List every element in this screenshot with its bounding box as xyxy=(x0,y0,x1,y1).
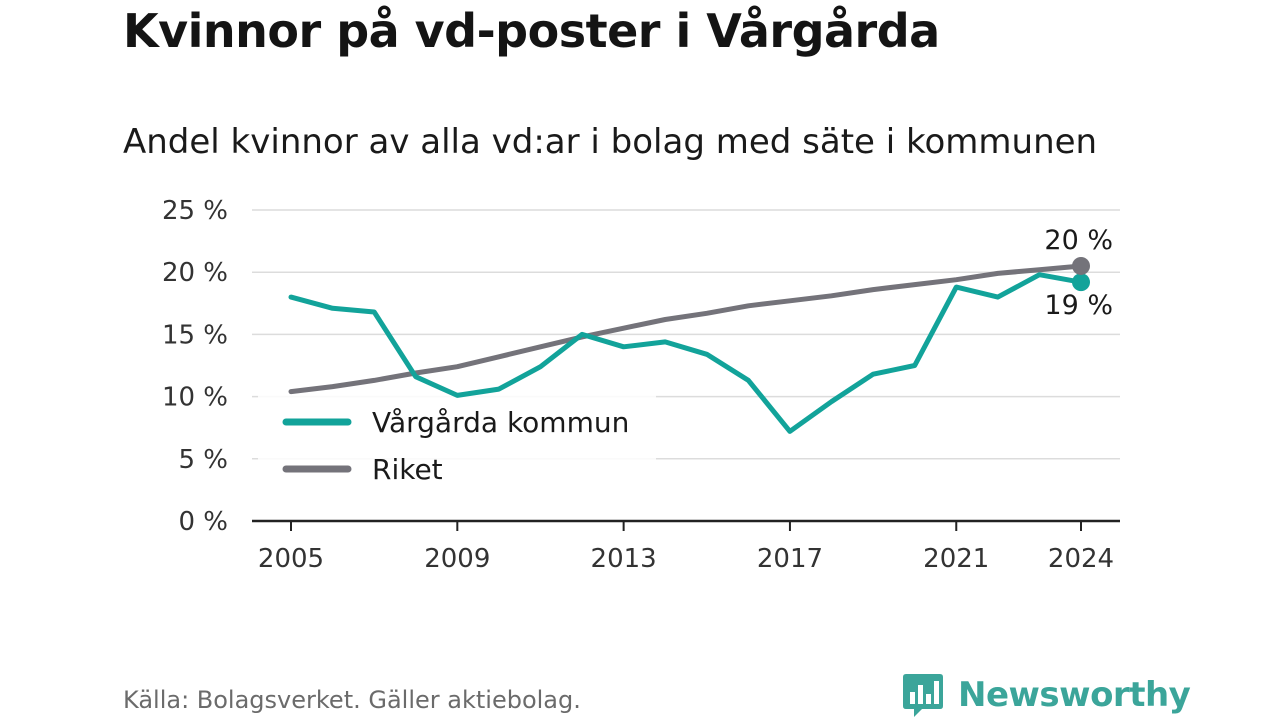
legend-label: Riket xyxy=(372,453,443,486)
chart-title: Kvinnor på vd-poster i Vårgårda xyxy=(123,4,940,58)
legend-box xyxy=(258,394,656,496)
y-tick-label: 10 % xyxy=(162,383,228,413)
x-tick-label: 2005 xyxy=(258,544,324,574)
series-lines xyxy=(288,263,1084,434)
series-endpoint xyxy=(1072,256,1090,275)
y-tick-label: 25 % xyxy=(162,196,228,226)
x-tick-label: 2021 xyxy=(923,544,989,574)
y-axis-ticks: 0 % 5 % 10 % 15 % 20 % 25 % xyxy=(162,196,228,537)
legend-label: Vårgårda kommun xyxy=(372,406,629,439)
bar-chart-speech-bubble-icon xyxy=(903,674,943,717)
x-tick-label: 2009 xyxy=(424,544,490,574)
y-tick-label: 0 % xyxy=(178,507,228,537)
y-tick-label: 5 % xyxy=(178,445,228,475)
end-value-label: 19 % xyxy=(1044,290,1113,321)
source-note: Källa: Bolagsverket. Gäller aktiebolag. xyxy=(123,686,581,714)
x-tick-label: 2017 xyxy=(757,544,823,574)
brand-name: Newsworthy xyxy=(958,675,1191,715)
legend: Vårgårda kommun Riket xyxy=(282,406,629,486)
y-tick-label: 15 % xyxy=(162,320,228,350)
x-tick-label: 2013 xyxy=(591,544,657,574)
chart-subtitle: Andel kvinnor av alla vd:ar i bolag med … xyxy=(123,122,1098,162)
end-value-label: 20 % xyxy=(1044,225,1113,256)
y-tick-label: 20 % xyxy=(162,258,228,288)
series-line-riket xyxy=(288,263,1084,395)
legend-background xyxy=(258,394,656,496)
series-endpoint xyxy=(1072,273,1090,292)
x-axis: 2005 2009 2013 2017 2021 2024 xyxy=(252,519,1120,574)
series-line-vargarda xyxy=(288,272,1084,434)
brand-logo: Newsworthy xyxy=(902,670,1191,720)
series-endpoints: 19 % 20 % xyxy=(1044,225,1113,321)
x-tick-label: 2024 xyxy=(1048,544,1114,574)
